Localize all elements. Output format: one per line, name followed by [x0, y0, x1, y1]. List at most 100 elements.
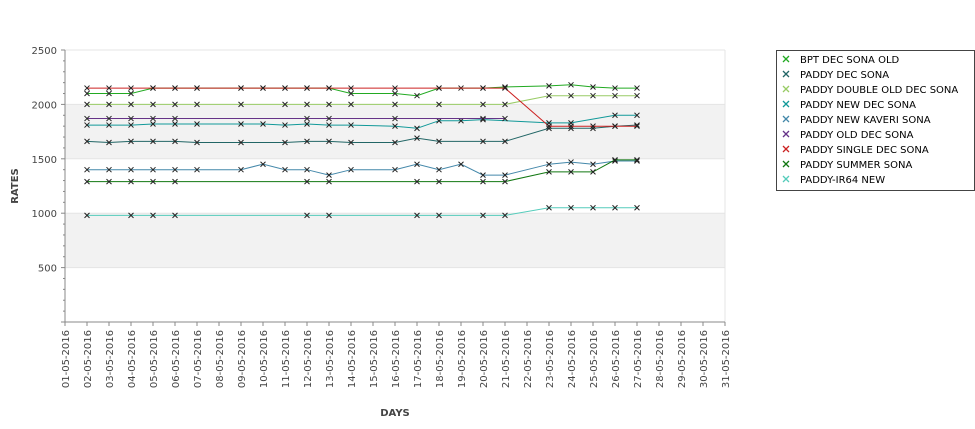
data-point	[612, 112, 618, 119]
series-line	[87, 159, 637, 183]
x-tick-label: 07-05-2016	[193, 330, 204, 388]
x-tick-label: 25-05-2016	[589, 330, 600, 388]
data-point	[348, 101, 354, 108]
data-point	[326, 178, 332, 185]
data-point	[128, 122, 134, 128]
data-point	[238, 166, 244, 173]
data-point	[128, 101, 134, 108]
series-4	[84, 112, 640, 132]
data-point	[502, 138, 508, 145]
grid-band	[65, 104, 725, 159]
data-point	[392, 123, 398, 130]
data-point	[172, 121, 178, 127]
data-point	[326, 122, 332, 128]
data-point	[150, 121, 156, 127]
series-6	[84, 115, 508, 122]
data-point	[304, 121, 310, 127]
x-tick-label: 29-05-2016	[677, 330, 688, 388]
data-point	[172, 166, 178, 173]
data-point	[304, 166, 310, 173]
data-point	[106, 115, 112, 122]
data-point	[106, 101, 112, 108]
data-point	[590, 92, 596, 99]
data-point	[84, 122, 90, 128]
data-point	[172, 212, 178, 219]
data-point	[392, 166, 398, 173]
x-axis: 01-05-2016 02-05-2016 03-05-2016 04-05-2016…	[61, 321, 732, 388]
legend-label: PADDY-IR64 NEW	[800, 175, 885, 186]
legend-item: PADDY SUMMER SONA	[782, 160, 912, 171]
x-tick-label: 22-05-2016	[523, 330, 534, 388]
data-point	[348, 122, 354, 128]
data-point	[436, 212, 442, 219]
data-point	[150, 115, 156, 122]
data-point	[568, 169, 574, 175]
legend-label: PADDY OLD DEC SONA	[800, 130, 914, 141]
data-point	[634, 112, 640, 119]
data-point	[260, 121, 266, 127]
plot-area	[65, 50, 725, 322]
series-3	[84, 92, 640, 108]
data-point	[634, 85, 640, 91]
x-tick-label: 30-05-2016	[699, 330, 710, 388]
data-point	[436, 85, 442, 91]
legend-label: PADDY DEC SONA	[800, 70, 889, 81]
data-point	[634, 158, 640, 164]
data-point	[326, 85, 332, 91]
data-point	[612, 85, 618, 91]
data-point	[458, 117, 464, 124]
data-point	[106, 139, 112, 146]
data-point	[634, 92, 640, 99]
data-point	[502, 85, 508, 91]
x-tick-label: 15-05-2016	[369, 330, 380, 388]
legend-label: PADDY NEW KAVERI SONA	[800, 115, 931, 126]
data-point	[480, 115, 486, 122]
data-point	[150, 101, 156, 108]
x-tick-label: 16-05-2016	[391, 330, 402, 388]
x-tick-label: 17-05-2016	[413, 330, 424, 388]
x-tick-label: 23-05-2016	[545, 330, 556, 388]
data-point	[590, 204, 596, 211]
data-point	[480, 85, 486, 91]
data-point	[502, 212, 508, 219]
data-point	[106, 178, 112, 185]
data-point	[304, 178, 310, 185]
data-point	[304, 212, 310, 219]
data-point	[106, 122, 112, 128]
data-point	[414, 135, 420, 141]
data-point	[326, 115, 332, 122]
series-9	[84, 204, 640, 219]
data-point	[172, 101, 178, 108]
x-tick-label: 28-05-2016	[655, 330, 666, 388]
legend-box	[776, 50, 975, 191]
data-point	[546, 204, 552, 211]
x-tick-label: 03-05-2016	[105, 330, 116, 388]
legend-marker	[782, 115, 790, 123]
x-tick-label: 12-05-2016	[303, 330, 314, 388]
data-point	[150, 166, 156, 173]
y-axis: 500 1000 1500 2000 2500	[32, 46, 66, 323]
data-point	[84, 85, 90, 91]
data-point	[436, 166, 442, 173]
data-point	[612, 158, 618, 164]
data-point	[128, 166, 134, 173]
data-point	[326, 212, 332, 219]
x-tick-label: 01-05-2016	[61, 330, 72, 388]
data-point	[436, 178, 442, 185]
data-point	[84, 178, 90, 185]
data-point	[590, 161, 596, 168]
data-point	[568, 159, 574, 165]
data-point	[128, 90, 134, 97]
data-point	[480, 172, 486, 178]
data-point	[304, 115, 310, 122]
data-point	[392, 115, 398, 122]
legend-item: PADDY OLD DEC SONA	[782, 130, 914, 141]
y-tick-label: 500	[38, 264, 57, 275]
legend-item: PADDY DOUBLE OLD DEC SONA	[782, 85, 958, 96]
data-point	[84, 115, 90, 122]
data-point	[480, 101, 486, 108]
legend-item: PADDY SINGLE DEC SONA	[782, 145, 929, 156]
data-point	[282, 85, 288, 91]
data-point	[194, 139, 200, 146]
